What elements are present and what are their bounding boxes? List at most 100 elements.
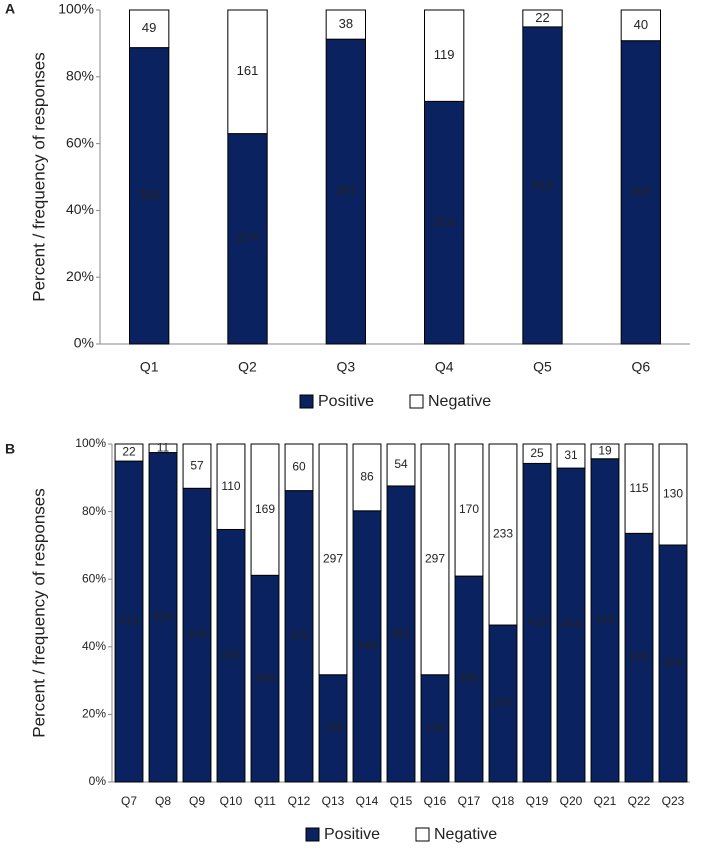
bar-segment: [620, 9, 662, 42]
data-label: 266: [255, 671, 275, 685]
data-label: 375: [289, 628, 309, 642]
bar-segment: [148, 452, 178, 783]
x-tick-label: Q15: [390, 794, 413, 808]
bar-segment: [386, 485, 416, 783]
bar-segment: [658, 443, 688, 546]
data-label: 202: [493, 696, 513, 710]
data-label: 413: [119, 614, 139, 628]
panel-label: B: [5, 441, 15, 457]
legend-label: Positive: [318, 393, 374, 410]
bar-segment: [522, 462, 552, 783]
x-tick-label: Q2: [238, 359, 257, 375]
data-label: 424: [153, 609, 173, 623]
bar-segment: [216, 528, 246, 783]
legend-label: Positive: [324, 826, 380, 843]
x-tick-label: Q7: [121, 794, 137, 808]
data-label: 305: [663, 656, 683, 670]
bar-segment: [129, 9, 170, 49]
data-label: 381: [391, 626, 411, 640]
data-label: 11: [157, 440, 170, 454]
data-label: 115: [629, 481, 648, 495]
data-label: 86: [360, 470, 374, 484]
data-label: 130: [663, 487, 683, 501]
data-label: 138: [425, 721, 445, 735]
data-label: 60: [292, 459, 306, 473]
bar-segment: [284, 490, 314, 783]
bar-segment: [250, 443, 280, 576]
x-tick-label: Q16: [424, 794, 447, 808]
bar-segment: [420, 443, 450, 676]
y-axis-label: Percent / frequency of responses: [29, 488, 48, 737]
x-tick-label: Q9: [189, 794, 205, 808]
bar-segment: [420, 674, 450, 783]
data-label: 404: [561, 617, 581, 631]
data-label: 386: [138, 187, 160, 202]
bar-segment: [386, 443, 416, 487]
bar-segment: [129, 47, 170, 345]
bar-segment: [352, 510, 382, 783]
y-tick-label: 80%: [66, 68, 94, 84]
data-label: 233: [493, 527, 513, 541]
data-label: 119: [434, 47, 455, 62]
y-tick-label: 40%: [82, 639, 106, 653]
bar-segment: [182, 443, 212, 489]
x-tick-label: Q1: [140, 359, 159, 375]
data-label: 57: [190, 458, 204, 472]
x-tick-label: Q14: [356, 794, 379, 808]
data-label: 413: [532, 177, 554, 192]
legend-swatch: [305, 827, 320, 842]
data-label: 395: [630, 184, 652, 199]
x-tick-label: Q19: [526, 794, 549, 808]
data-label: 297: [425, 552, 445, 566]
bar-segment: [318, 443, 348, 676]
bar-segment: [424, 9, 465, 102]
bar-segment: [556, 443, 586, 469]
x-tick-label: Q20: [560, 794, 583, 808]
x-tick-label: Q11: [254, 794, 276, 808]
x-tick-label: Q21: [594, 794, 617, 808]
bar-segment: [227, 133, 268, 345]
data-label: 265: [459, 671, 479, 685]
data-label: 378: [187, 627, 207, 641]
y-tick-label: 20%: [82, 707, 106, 721]
data-label: 169: [255, 502, 275, 516]
x-tick-label: Q22: [628, 794, 651, 808]
x-tick-label: Q23: [662, 794, 685, 808]
x-tick-label: Q17: [458, 794, 481, 808]
bar-segment: [114, 460, 144, 783]
data-label: 274: [237, 230, 259, 245]
bar-segment: [114, 443, 144, 462]
data-label: 22: [535, 10, 549, 25]
bar-segment: [488, 443, 518, 626]
legend-swatch: [299, 394, 314, 409]
data-label: 49: [142, 20, 156, 35]
data-label: 410: [527, 615, 547, 629]
data-label: 349: [357, 639, 377, 653]
bar-segment: [148, 443, 178, 454]
y-tick-label: 60%: [82, 571, 106, 585]
y-tick-label: 100%: [75, 436, 106, 450]
data-label: 397: [335, 183, 357, 198]
bar-segment: [522, 9, 563, 28]
data-label: 40: [634, 17, 648, 32]
data-label: 297: [323, 552, 343, 566]
bar-segment: [624, 532, 654, 783]
bar-segment: [454, 575, 484, 783]
bar-segment: [325, 9, 366, 40]
y-tick-label: 0%: [89, 774, 107, 788]
data-label: 110: [221, 479, 240, 493]
bar-segment: [227, 9, 268, 135]
bar-segment: [318, 674, 348, 783]
x-tick-label: Q18: [492, 794, 515, 808]
data-label: 320: [629, 650, 649, 664]
bar-segment: [250, 574, 280, 783]
data-label: 316: [433, 214, 455, 229]
y-tick-label: 80%: [82, 504, 106, 518]
bar-segment: [590, 443, 620, 460]
data-label: 138: [323, 721, 343, 735]
x-tick-label: Q6: [631, 359, 650, 375]
bar-segment: [522, 443, 552, 464]
legend-label: Negative: [434, 826, 497, 843]
x-tick-label: Q8: [155, 794, 171, 808]
y-tick-label: 60%: [66, 134, 94, 150]
